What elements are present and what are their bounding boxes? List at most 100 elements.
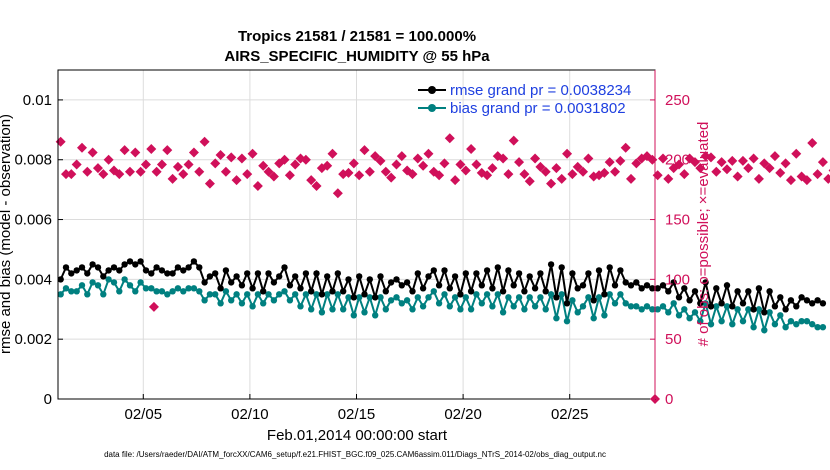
rmse-data-point [169, 270, 176, 277]
y-left-tick-label: 0.006 [14, 212, 52, 229]
obs-count-marker [364, 166, 375, 177]
rmse-data-point [121, 261, 128, 268]
obs-count-marker [743, 163, 754, 174]
rmse-data-point [627, 282, 635, 289]
rmse-data-point [180, 267, 187, 274]
rmse-data-point [158, 267, 166, 274]
bias-data-point [777, 312, 784, 319]
rmse-data-point [435, 282, 443, 289]
bias-data-point [809, 321, 816, 328]
bias-data-point [739, 318, 747, 325]
obs-count-marker [631, 158, 642, 169]
obs-count-marker [514, 157, 525, 168]
rmse-data-point [633, 279, 640, 286]
bias-data-point [590, 315, 597, 322]
obs-count-marker [290, 159, 301, 170]
rmse-data-point [132, 261, 139, 268]
obs-count-marker [721, 164, 732, 175]
bias-data-point [94, 282, 102, 289]
rmse-data-point [212, 270, 219, 277]
obs-count-marker [156, 159, 167, 170]
obs-count-marker [780, 158, 791, 169]
rmse-data-point [403, 279, 411, 286]
bias-data-point [57, 291, 64, 298]
bias-data-point [627, 303, 635, 310]
bias-data-point [340, 306, 347, 313]
obs-count-marker [695, 163, 706, 174]
obs-count-marker [620, 142, 631, 153]
rmse-data-point [457, 291, 464, 298]
bias-data-point [398, 300, 405, 307]
rmse-data-point [595, 267, 603, 274]
bias-data-point [595, 294, 603, 301]
rmse-data-point [174, 264, 182, 271]
bias-data-point [510, 303, 517, 310]
obs-count-marker [114, 169, 125, 180]
obs-count-marker [748, 153, 759, 164]
rmse-data-point [707, 303, 715, 310]
rmse-data-point [297, 285, 304, 292]
y-axis-right-label: # of obs: o=possible; ×=evaluated [695, 122, 712, 347]
rmse-data-point [89, 261, 96, 268]
rmse-data-point [372, 294, 379, 301]
obs-count-marker [812, 169, 823, 180]
rmse-data-point [617, 267, 624, 274]
y-right-tick-label: 100 [665, 271, 690, 288]
bias-data-point [473, 291, 480, 298]
legend-bias-marker [428, 104, 436, 112]
bias-data-point [78, 282, 86, 289]
bias-data-point [478, 300, 485, 307]
obs-count-marker [258, 160, 269, 171]
x-tick-label: 02/20 [444, 406, 482, 423]
rmse-data-point [73, 267, 80, 274]
bias-data-point [425, 294, 432, 301]
obs-count-marker [380, 166, 391, 177]
obs-count-marker [764, 163, 775, 174]
rmse-data-point [361, 291, 368, 298]
rmse-data-point [281, 264, 288, 271]
bias-data-point [345, 294, 352, 301]
bias-data-point [649, 306, 656, 313]
obs-count-marker [162, 145, 173, 156]
obs-count-marker [103, 154, 114, 165]
rmse-data-point [547, 261, 555, 268]
obs-count-marker [775, 167, 786, 178]
obs-count-marker [407, 169, 418, 180]
bias-data-point [665, 309, 672, 316]
bias-data-point [659, 303, 667, 310]
obs-count-marker [503, 169, 514, 180]
rmse-data-point [798, 294, 805, 301]
obs-count-marker [92, 163, 103, 174]
obs-count-marker [450, 175, 461, 186]
rmse-data-point [318, 291, 326, 298]
rmse-data-point [366, 276, 373, 283]
obs-count-marker [482, 170, 493, 181]
obs-count-marker [546, 178, 557, 189]
bias-data-point [782, 324, 789, 331]
bias-data-point [196, 288, 203, 295]
rmse-data-point [265, 270, 272, 277]
obs-count-marker [396, 151, 407, 162]
bias-data-point [377, 294, 384, 301]
bias-data-point [542, 306, 549, 313]
obs-count-marker [508, 135, 519, 146]
obs-count-marker [98, 169, 109, 180]
rmse-data-point [356, 273, 363, 280]
rmse-data-point [254, 270, 262, 277]
bias-data-point [153, 288, 160, 295]
bias-data-point [169, 288, 176, 295]
obs-count-marker [460, 165, 471, 176]
rmse-data-point [398, 282, 405, 289]
rmse-data-point [681, 285, 688, 292]
footer-data-file: data file: /Users/raeder/DAI/ATM_forcXX/… [104, 450, 606, 459]
rmse-data-point [585, 270, 592, 277]
obs-count-marker [652, 170, 663, 181]
obs-count-marker [535, 161, 546, 172]
rmse-data-point [814, 297, 821, 304]
legend-bias-label: bias grand pr = 0.0031802 [450, 100, 626, 117]
obs-count-marker [519, 169, 530, 180]
bias-data-point [68, 288, 75, 295]
obs-count-marker [226, 152, 237, 163]
y-right-tick-label: 250 [665, 92, 690, 109]
obs-count-marker [562, 148, 573, 159]
